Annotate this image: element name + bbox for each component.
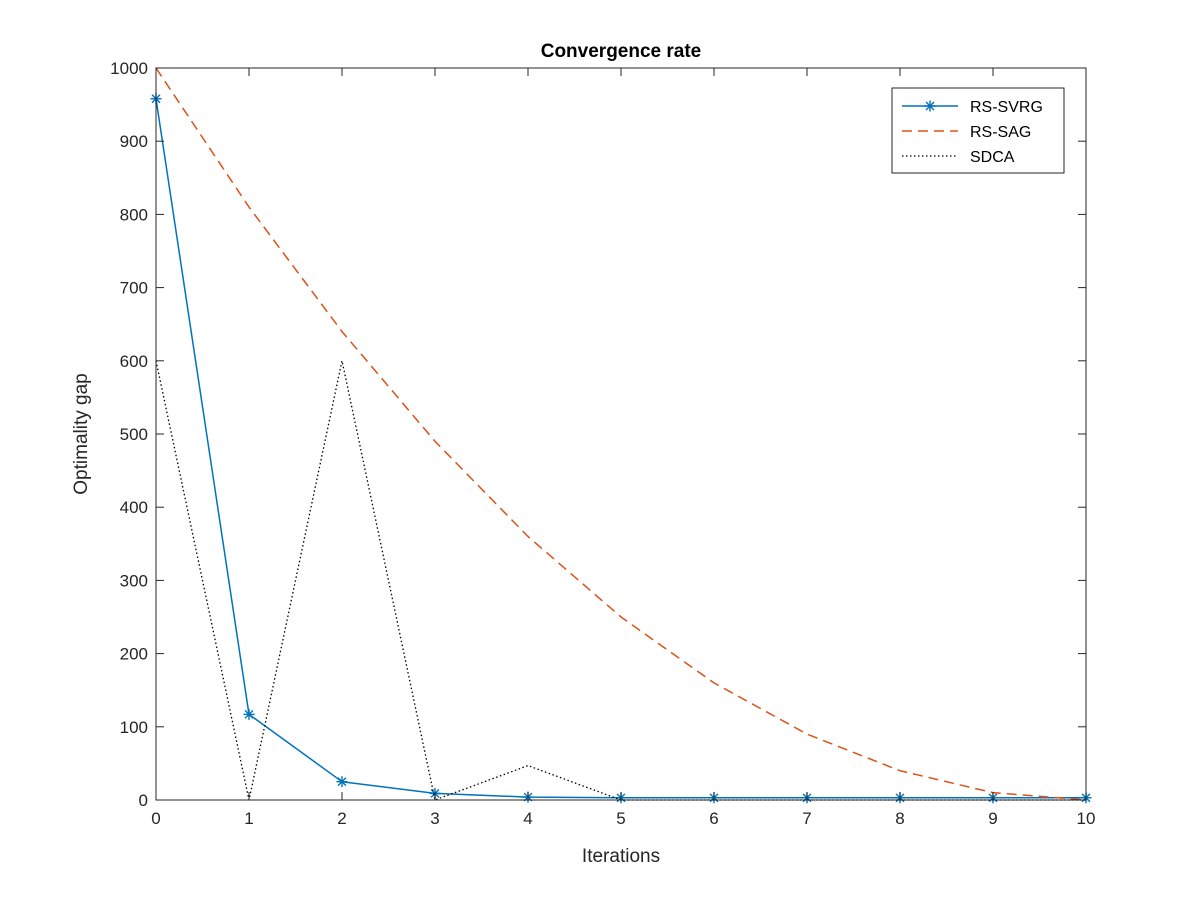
y-tick-label: 700 xyxy=(120,279,148,298)
y-tick-label: 100 xyxy=(120,718,148,737)
x-tick-label: 8 xyxy=(895,809,904,828)
x-tick-label: 3 xyxy=(430,809,439,828)
series-rs-sag xyxy=(155,67,1087,801)
legend-label: SDCA xyxy=(970,149,1015,166)
chart-title: Convergence rate xyxy=(541,41,702,62)
y-tick-label: 800 xyxy=(120,205,148,224)
legend-label: RS-SAG xyxy=(970,124,1031,141)
y-tick-label: 900 xyxy=(120,132,148,151)
x-tick-label: 7 xyxy=(802,809,811,828)
plot-area xyxy=(156,68,1086,800)
tick-labels-layer: 0 1 2 3 4 5 6 7 8 9 100100200300400500600700800900… xyxy=(110,59,1095,828)
series-line-rs-sag xyxy=(155,67,1087,801)
x-axis-label: Iterations xyxy=(582,846,660,867)
y-tick-label: 400 xyxy=(120,498,148,517)
legend-entry-sdca: SDCA xyxy=(902,149,1015,166)
y-tick-label: 600 xyxy=(120,352,148,371)
y-tick-label: 200 xyxy=(120,645,148,664)
y-tick-label: 300 xyxy=(120,571,148,590)
legend-entry-rs-svrg: RS-SVRG xyxy=(902,99,1043,116)
x-tick-label: 4 xyxy=(523,809,532,828)
y-tick-label: 500 xyxy=(120,425,148,444)
x-tick-label: 9 xyxy=(988,809,997,828)
legend-entry-rs-sag: RS-SAG xyxy=(902,124,1031,141)
legend-entries: RS-SVRG RS-SAG SDCA xyxy=(902,99,1043,166)
legend: RS-SVRG RS-SAG SDCA xyxy=(891,87,1065,174)
y-tick-label: 1000 xyxy=(110,59,148,78)
x-tick-label: 5 xyxy=(616,809,625,828)
plot-frame xyxy=(155,67,1087,801)
data-point-rs-svrg xyxy=(336,776,348,788)
y-tick-label: 0 xyxy=(139,791,148,810)
data-point-rs-svrg xyxy=(243,708,255,720)
x-tick-label: 1 xyxy=(244,809,253,828)
x-tick-label: 10 xyxy=(1077,809,1096,828)
y-axis-label: Optimality gap xyxy=(71,373,92,494)
legend-marker xyxy=(924,100,936,112)
x-tick-label: 0 xyxy=(151,809,160,828)
legend-label: RS-SVRG xyxy=(970,99,1043,116)
x-tick-label: 6 xyxy=(709,809,718,828)
x-tick-label: 2 xyxy=(337,809,346,828)
